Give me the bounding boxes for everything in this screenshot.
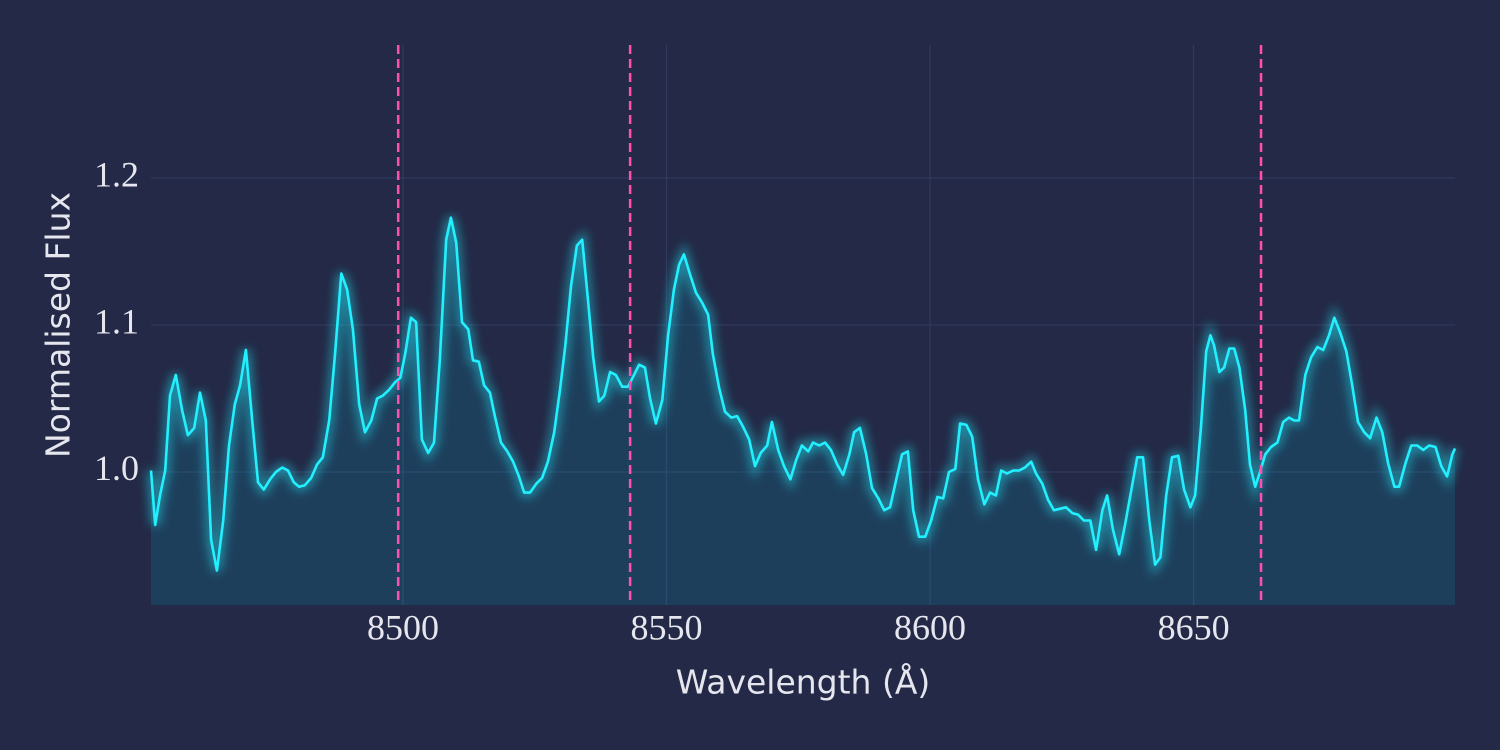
x-tick-label: 8500 (367, 607, 439, 647)
x-tick-label: 8600 (894, 607, 966, 647)
x-tick-label: 8650 (1158, 607, 1230, 647)
x-tick-label: 8550 (630, 607, 702, 647)
y-axis-label: Normalised Flux (39, 192, 78, 458)
y-tick-label: 1.0 (94, 448, 139, 488)
spectrum-line (149, 216, 1457, 572)
y-tick-label: 1.1 (94, 301, 139, 341)
y-tick-label: 1.2 (94, 154, 139, 194)
x-axis-label: Wavelength (Å) (676, 662, 931, 702)
